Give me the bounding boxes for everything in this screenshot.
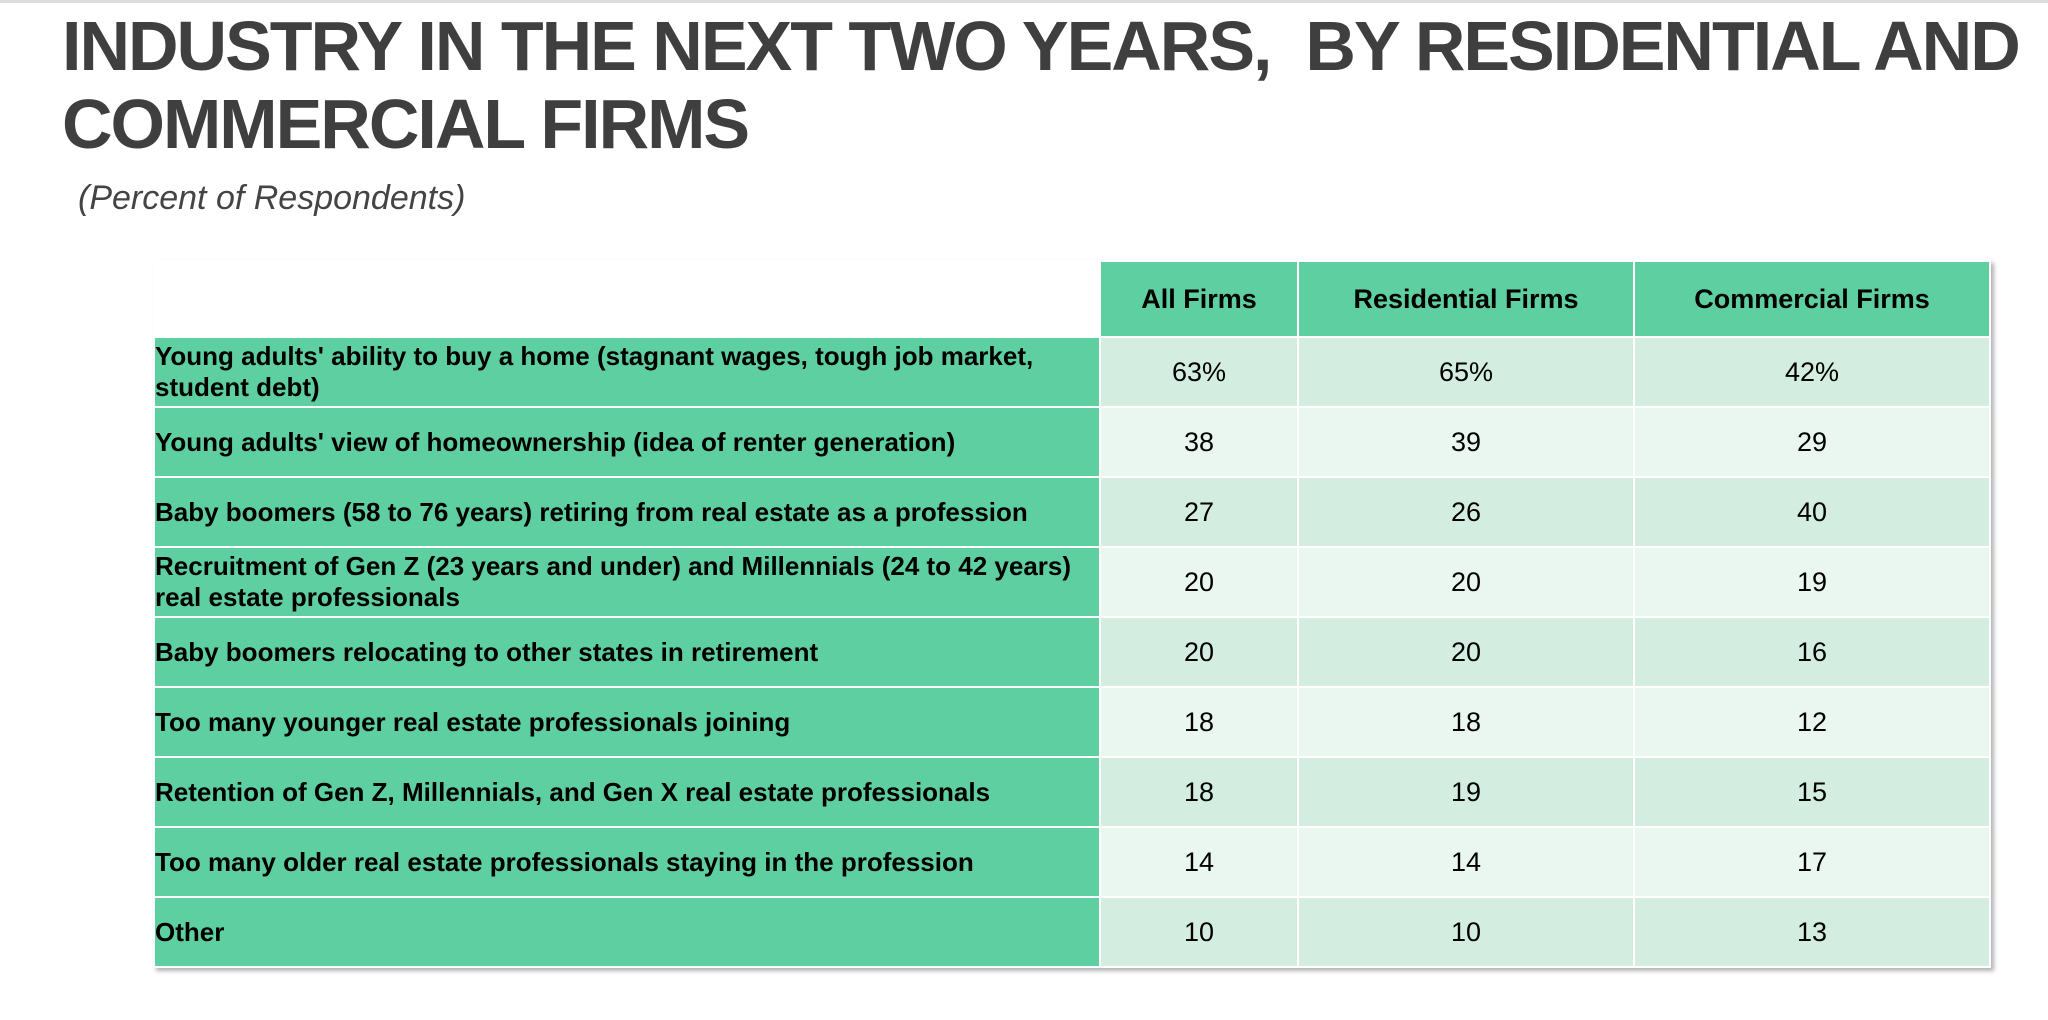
row-label: Too many younger real estate professiona… bbox=[153, 686, 1101, 758]
table-cell: 40 bbox=[1633, 476, 1991, 548]
header-row: All Firms Residential Firms Commercial Fir… bbox=[154, 260, 1991, 338]
table-cell: 14 bbox=[1297, 826, 1635, 898]
table-row: Other 10 10 13 bbox=[153, 896, 1991, 968]
row-label: Young adults' view of homeownership (ide… bbox=[153, 406, 1101, 478]
row-label: Young adults' ability to buy a home (sta… bbox=[153, 336, 1101, 408]
table-cell: 20 bbox=[1099, 616, 1299, 688]
data-table: All Firms Residential Firms Commercial Fir… bbox=[153, 260, 1991, 968]
title: INDUSTRY IN THE NEXT TWO YEARS, BY RESID… bbox=[62, 7, 2037, 163]
table-row: Too many older real estate professionals… bbox=[153, 826, 1991, 898]
table-row: Recruitment of Gen Z (23 years and under… bbox=[153, 546, 1991, 618]
table-cell: 18 bbox=[1099, 686, 1299, 758]
table-row: Young adults' ability to buy a home (sta… bbox=[153, 336, 1991, 408]
table-cell: 18 bbox=[1297, 686, 1635, 758]
table-cell: 15 bbox=[1633, 756, 1991, 828]
table-row: Baby boomers (58 to 76 years) retiring f… bbox=[153, 476, 1991, 548]
table-row: Young adults' view of homeownership (ide… bbox=[153, 406, 1991, 478]
row-label: Baby boomers relocating to other states … bbox=[153, 616, 1101, 688]
table-cell: 19 bbox=[1297, 756, 1635, 828]
row-label: Recruitment of Gen Z (23 years and under… bbox=[153, 546, 1101, 618]
row-label: Baby boomers (58 to 76 years) retiring f… bbox=[153, 476, 1101, 548]
row-label: Too many older real estate professionals… bbox=[153, 826, 1101, 898]
column-header: All Firms bbox=[1099, 260, 1299, 338]
table-cell: 20 bbox=[1099, 546, 1299, 618]
table-cell: 39 bbox=[1297, 406, 1635, 478]
table-cell: 42% bbox=[1633, 336, 1991, 408]
table-cell: 38 bbox=[1099, 406, 1299, 478]
column-header: Commercial Firms bbox=[1633, 260, 1991, 338]
table-cell: 20 bbox=[1297, 546, 1635, 618]
table-cell: 26 bbox=[1297, 476, 1635, 548]
table-cell: 13 bbox=[1633, 896, 1991, 968]
table-cell: 12 bbox=[1633, 686, 1991, 758]
table-cell: 65% bbox=[1297, 336, 1635, 408]
table-row: Baby boomers relocating to other states … bbox=[153, 616, 1991, 688]
table-cell: 16 bbox=[1633, 616, 1991, 688]
table-cell: 17 bbox=[1633, 826, 1991, 898]
column-header: Residential Firms bbox=[1297, 260, 1635, 338]
table-cell: 29 bbox=[1633, 406, 1991, 478]
table-cell: 27 bbox=[1099, 476, 1299, 548]
table-cell: 10 bbox=[1297, 896, 1635, 968]
subtitle: (Percent of Respondents) bbox=[78, 179, 466, 217]
table-cell: 10 bbox=[1099, 896, 1299, 968]
table-cell: 20 bbox=[1297, 616, 1635, 688]
table-cell: 19 bbox=[1633, 546, 1991, 618]
table-row: Retention of Gen Z, Millennials, and Gen… bbox=[153, 756, 1991, 828]
corner bbox=[154, 261, 1100, 337]
table-cell: 18 bbox=[1099, 756, 1299, 828]
table-cell: 63% bbox=[1099, 336, 1299, 408]
table-row: Too many younger real estate professiona… bbox=[153, 686, 1991, 758]
table-cell: 14 bbox=[1099, 826, 1299, 898]
row-label: Retention of Gen Z, Millennials, and Gen… bbox=[153, 756, 1101, 828]
row-label: Other bbox=[153, 896, 1101, 968]
